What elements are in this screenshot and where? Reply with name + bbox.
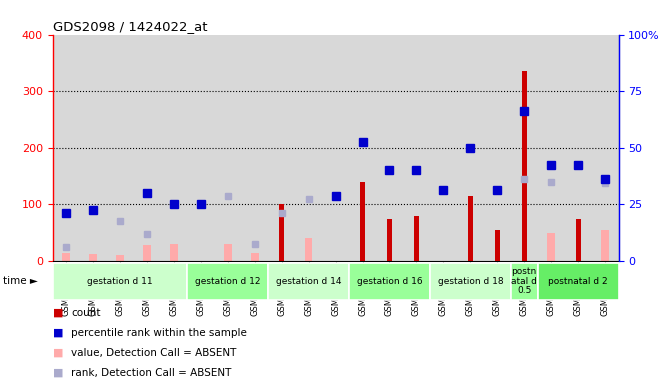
Bar [279, 205, 284, 261]
Text: percentile rank within the sample: percentile rank within the sample [71, 328, 247, 338]
Bar [170, 244, 178, 261]
Bar [305, 238, 313, 261]
Text: postnatal d 2: postnatal d 2 [548, 277, 608, 286]
FancyBboxPatch shape [349, 263, 430, 300]
Text: ■: ■ [53, 328, 63, 338]
Bar [387, 218, 392, 261]
Bar [89, 254, 97, 261]
FancyBboxPatch shape [538, 263, 619, 300]
Text: gestation d 18: gestation d 18 [438, 277, 503, 286]
FancyBboxPatch shape [511, 263, 538, 300]
Text: GDS2098 / 1424022_at: GDS2098 / 1424022_at [53, 20, 207, 33]
Bar [414, 216, 419, 261]
Text: count: count [71, 308, 101, 318]
Bar [601, 230, 609, 261]
Bar [63, 253, 70, 261]
Text: ■: ■ [53, 348, 63, 358]
Text: gestation d 14: gestation d 14 [276, 277, 342, 286]
FancyBboxPatch shape [188, 263, 268, 300]
Text: time ►: time ► [3, 276, 38, 286]
Bar [224, 244, 232, 261]
Bar [251, 253, 259, 261]
FancyBboxPatch shape [53, 263, 188, 300]
Text: ■: ■ [53, 308, 63, 318]
Bar [143, 245, 151, 261]
Text: gestation d 16: gestation d 16 [357, 277, 422, 286]
Text: value, Detection Call = ABSENT: value, Detection Call = ABSENT [71, 348, 236, 358]
Bar [547, 233, 555, 261]
FancyBboxPatch shape [430, 263, 511, 300]
Bar [360, 182, 365, 261]
Bar [468, 196, 473, 261]
FancyBboxPatch shape [268, 263, 349, 300]
Text: gestation d 11: gestation d 11 [88, 277, 153, 286]
Bar [116, 255, 124, 261]
Bar [522, 71, 527, 261]
Text: gestation d 12: gestation d 12 [195, 277, 261, 286]
Bar [576, 218, 580, 261]
Text: ■: ■ [53, 368, 63, 378]
Bar [495, 230, 500, 261]
Text: rank, Detection Call = ABSENT: rank, Detection Call = ABSENT [71, 368, 232, 378]
Text: postn
atal d
0.5: postn atal d 0.5 [511, 267, 537, 295]
